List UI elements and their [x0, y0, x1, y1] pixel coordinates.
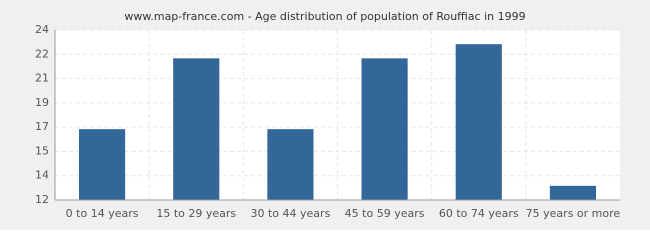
y-tick-label: 19 [35, 96, 49, 109]
bar [455, 44, 502, 200]
x-tick-label: 45 to 59 years [345, 207, 425, 220]
x-tick-label: 15 to 29 years [156, 207, 236, 220]
bar [549, 185, 596, 200]
x-tick-label: 60 to 74 years [439, 207, 519, 220]
y-tick-label: 24 [35, 23, 49, 36]
bar [173, 58, 220, 201]
bar [79, 129, 126, 200]
y-tick-label: 15 [35, 144, 49, 157]
chart-title: www.map-france.com - Age distribution of… [124, 10, 525, 23]
y-tick-label: 22 [35, 47, 49, 60]
y-tick-label: 21 [35, 72, 49, 85]
x-tick-label: 0 to 14 years [66, 207, 139, 220]
x-tick-label: 75 years or more [526, 207, 621, 220]
bar [267, 129, 314, 200]
chart: www.map-france.com - Age distribution of… [0, 0, 650, 230]
y-tick-label: 14 [35, 169, 49, 182]
x-tick-label: 30 to 44 years [251, 207, 331, 220]
y-tick-label: 17 [35, 120, 49, 133]
y-tick-label: 12 [35, 193, 49, 206]
bar [361, 58, 408, 201]
